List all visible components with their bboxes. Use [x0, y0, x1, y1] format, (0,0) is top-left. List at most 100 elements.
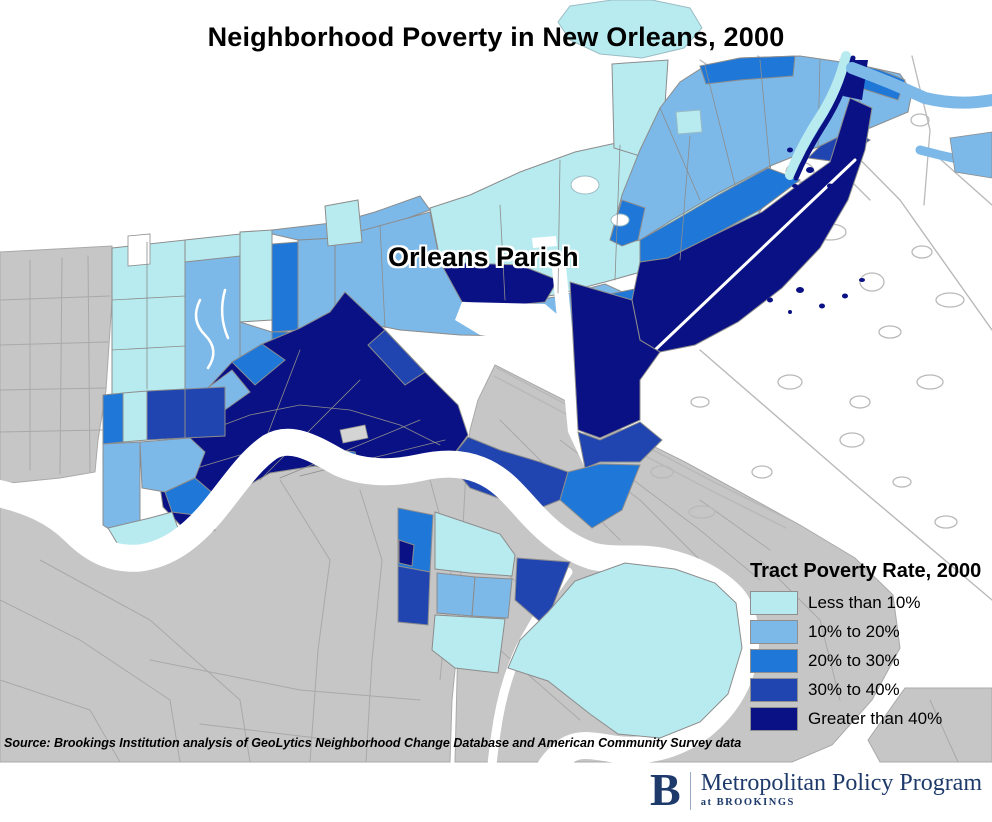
- tract: [239, 229, 273, 323]
- tract-algiers: [471, 576, 513, 619]
- marsh: [650, 465, 674, 479]
- lagoon: [194, 298, 215, 370]
- tract: [122, 390, 148, 443]
- speckle: [792, 184, 798, 188]
- street: [359, 489, 383, 763]
- marsh: [690, 396, 710, 408]
- speckle: [788, 310, 792, 314]
- tract: [367, 329, 426, 386]
- tract: [699, 55, 796, 85]
- program-subtitle: at BROOKINGS: [700, 797, 795, 808]
- mrgo-channel: [493, 375, 787, 529]
- river-blue: [846, 62, 992, 109]
- marsh: [849, 395, 871, 409]
- arm-line: [659, 107, 701, 201]
- cemetery: [339, 424, 369, 444]
- mississippi-river: [0, 428, 760, 794]
- tract: [559, 463, 641, 529]
- street: [279, 479, 331, 763]
- col-line: [557, 159, 561, 294]
- tract-line: [259, 379, 361, 481]
- lagoon: [220, 288, 230, 340]
- tract: [102, 392, 124, 445]
- page-title: Neighborhood Poverty in New Orleans, 200…: [207, 22, 785, 52]
- legend-swatch-3: [750, 678, 798, 702]
- map-legend: Tract Poverty Rate, 2000 Less than 10% 10…: [750, 560, 990, 737]
- canal-junction: [455, 302, 578, 345]
- bottom-right-gray: [867, 687, 992, 763]
- street: [59, 257, 63, 475]
- legend-title: Tract Poverty Rate, 2000: [750, 560, 982, 582]
- col-line: [679, 135, 691, 261]
- speckle: [859, 278, 865, 282]
- tract-algiers: [398, 539, 415, 567]
- legend-item: Less than 10%: [750, 591, 990, 615]
- tract-algiers: [436, 572, 476, 617]
- marsh: [751, 465, 773, 479]
- marsh: [859, 272, 885, 292]
- legend-label: Greater than 40%: [808, 709, 943, 728]
- speckle: [796, 287, 804, 293]
- tract-algiers: [397, 565, 431, 626]
- marsh: [935, 292, 965, 308]
- speckle: [842, 293, 848, 299]
- street: [0, 387, 107, 391]
- speckle: [819, 303, 825, 309]
- street: [0, 295, 111, 301]
- tract: [184, 386, 226, 439]
- speckle: [787, 147, 793, 153]
- legend-label: 20% to 30%: [808, 651, 900, 670]
- marsh: [839, 432, 865, 448]
- logo-divider: [689, 772, 691, 810]
- chef-pass-edge: [793, 55, 856, 181]
- street: [199, 723, 351, 743]
- street: [149, 659, 421, 701]
- marsh: [777, 374, 803, 390]
- marsh: [688, 505, 716, 519]
- street: [759, 559, 841, 701]
- legend-swatch-2: [750, 649, 798, 673]
- legend-swatch-4: [750, 707, 798, 731]
- street: [0, 599, 181, 763]
- street: [0, 429, 103, 433]
- arm-line: [704, 65, 736, 186]
- west-end-lagoon: [324, 199, 363, 247]
- brookings-b-mark: B: [650, 764, 681, 815]
- legend-item: 20% to 30%: [750, 649, 990, 673]
- tract-algiers: [434, 511, 516, 577]
- legend-item: 10% to 20%: [750, 620, 990, 644]
- street: [0, 679, 121, 763]
- cyan-lagoon: [557, 0, 703, 59]
- road: [653, 158, 857, 352]
- legend-label: 10% to 20%: [808, 622, 900, 641]
- marsh: [911, 245, 933, 259]
- pond: [532, 236, 557, 248]
- tract: [949, 131, 992, 179]
- source-note: Source: Brookings Institution analysis o…: [4, 736, 742, 750]
- highway: [699, 349, 992, 601]
- street: [0, 341, 109, 346]
- chef-pass: [785, 51, 851, 180]
- tract-lower9: [569, 281, 661, 439]
- brookings-logo: B Metropolitan Policy Program at BROOKIN…: [650, 764, 982, 815]
- marsh: [878, 325, 902, 339]
- legend-swatch-1: [750, 620, 798, 644]
- footer-bar: B Metropolitan Policy Program at BROOKIN…: [0, 763, 992, 822]
- arm-line: [759, 59, 771, 169]
- legend-label: Less than 10%: [808, 593, 921, 612]
- tract: [102, 441, 141, 536]
- col-line: [499, 204, 506, 301]
- tract: [271, 241, 299, 333]
- orleans-parish-label: Orleans Parish: [388, 242, 579, 272]
- street: [39, 559, 251, 763]
- col-line: [111, 345, 186, 351]
- street: [929, 699, 959, 763]
- col-line: [111, 295, 186, 301]
- pond: [610, 213, 630, 227]
- pond: [570, 175, 600, 195]
- marsh: [934, 515, 958, 529]
- legend-label: 30% to 40%: [808, 680, 900, 699]
- tract-algiers: [431, 614, 506, 674]
